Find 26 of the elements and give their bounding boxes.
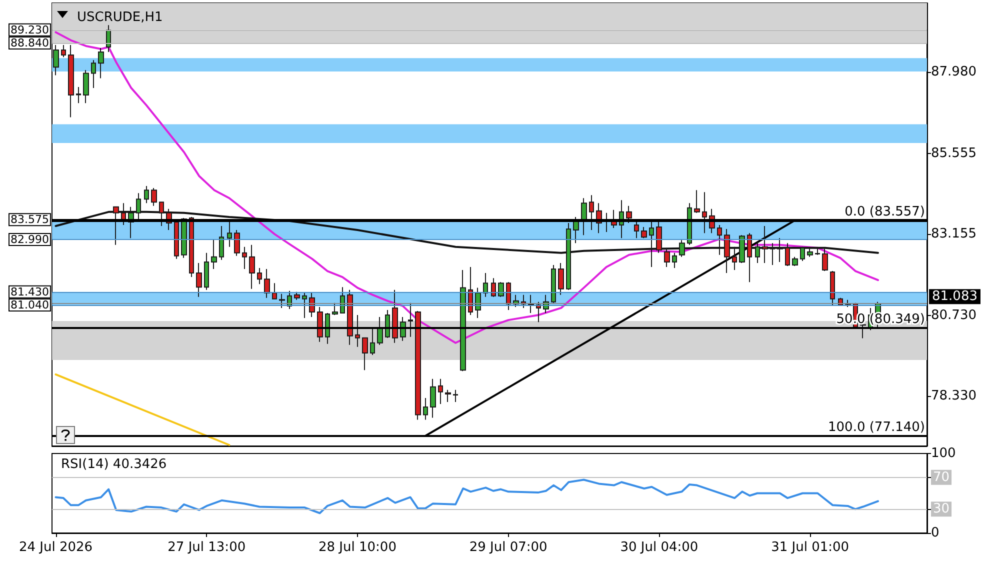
x-tick-label: 28 Jul 10:00 bbox=[318, 540, 396, 555]
x-tick-label: 30 Jul 04:00 bbox=[620, 540, 698, 555]
x-tick-label: 27 Jul 13:00 bbox=[168, 540, 246, 555]
x-tick-label: 29 Jul 07:00 bbox=[469, 540, 548, 555]
y-tick-label: 80.730 bbox=[931, 308, 976, 323]
y-tick-label: 83.155 bbox=[931, 226, 976, 242]
x-tick-label: 31 Jul 01:00 bbox=[771, 540, 850, 555]
y-tick-label: 70 bbox=[933, 470, 950, 485]
text: USCRUDE,H1 bbox=[77, 10, 163, 25]
x-tick-label: 24 Jul 2026 bbox=[18, 540, 93, 555]
chart-title: RSI(14) 40.3426 bbox=[61, 457, 167, 472]
ref-line-label: 82.990 bbox=[10, 232, 49, 246]
y-tick-label: 87.980 bbox=[931, 64, 976, 80]
y-tick-label: 30 bbox=[933, 502, 950, 517]
ref-line-label: 81.083 bbox=[932, 289, 978, 304]
ref-line-label: 89.230 bbox=[10, 23, 49, 36]
y-tick-label: 100 bbox=[931, 446, 956, 461]
ref-line-label: 0.0 (83.557) bbox=[844, 204, 925, 220]
ref-line-label: 100.0 (77.140) bbox=[828, 420, 925, 435]
ref-line-label: 81.040 bbox=[10, 298, 49, 312]
ref-line-label: 88.840 bbox=[10, 36, 49, 50]
y-tick-label: 0 bbox=[931, 526, 940, 540]
y-tick-label: 85.555 bbox=[931, 146, 976, 161]
y-tick-label: 78.330 bbox=[931, 388, 976, 404]
ref-line-label: 81.430 bbox=[10, 285, 49, 298]
ref-line-label: 83.575 bbox=[10, 213, 49, 226]
